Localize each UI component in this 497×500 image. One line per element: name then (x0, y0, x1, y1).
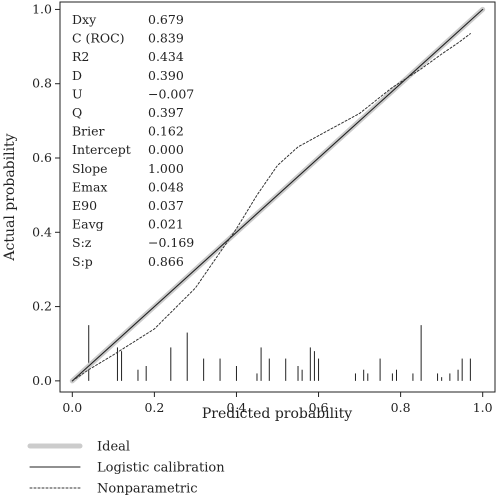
stat-label: Dxy (72, 12, 97, 27)
stat-label: R2 (72, 49, 89, 64)
statistics-table: Dxy 0.679 C (ROC) 0.839 R2 0.434 D 0.390 U −0.007… (72, 12, 194, 269)
stat-value: 0.397 (148, 105, 184, 120)
x-tick-label: 0.2 (144, 400, 164, 415)
x-tick-label: 0.0 (62, 400, 82, 415)
stat-value: 0.679 (148, 12, 184, 27)
y-tick-label: 0.8 (32, 76, 52, 91)
stat-label: Q (72, 105, 82, 120)
stat-value: 1.000 (148, 161, 184, 176)
stat-label: Eavg (72, 217, 104, 232)
stat-value: 0.839 (148, 31, 184, 46)
plot-frame (59, 1, 496, 393)
x-tick-label: 0.8 (391, 400, 411, 415)
data-layer (69, 6, 486, 384)
stat-value: −0.169 (148, 235, 194, 250)
stat-label: C (ROC) (72, 31, 125, 46)
y-tick-label: 0.2 (32, 299, 52, 314)
y-axis-title: Actual probability (2, 133, 18, 261)
stat-label: S:p (72, 254, 93, 269)
stat-value: 0.021 (148, 217, 184, 232)
stat-label: Slope (72, 161, 108, 176)
x-tick-label: 0.4 (227, 400, 247, 415)
stat-value: −0.007 (148, 86, 194, 101)
stat-value: 0.434 (148, 49, 184, 64)
legend-label-ideal: Ideal (97, 440, 130, 455)
stat-label: Brier (72, 124, 105, 139)
stat-label: Intercept (72, 142, 131, 157)
stat-label: S:z (72, 235, 92, 250)
legend-label-logistic: Logistic calibration (97, 461, 225, 476)
legend-label-nonparametric: Nonparametric (97, 482, 198, 497)
series-line-logistic-calibration (71, 8, 484, 382)
y-tick-label: 0.0 (32, 373, 52, 388)
stat-label: U (72, 86, 83, 101)
y-tick-label: 1.0 (32, 1, 52, 16)
y-axis: 0.0 0.2 0.4 0.6 0.8 1.0 (32, 1, 60, 388)
stat-label: Emax (72, 179, 107, 194)
stat-value: 0.162 (148, 124, 184, 139)
stat-label: D (72, 68, 82, 83)
stat-label: E90 (72, 198, 97, 213)
y-tick-label: 0.4 (32, 224, 52, 239)
legend: Ideal Logistic calibration Nonparametric (27, 440, 225, 497)
x-axis-title: Predicted probability (202, 406, 352, 422)
y-tick-label: 0.6 (32, 150, 52, 165)
stat-value: 0.000 (148, 142, 184, 157)
stat-value: 0.390 (148, 68, 184, 83)
x-tick-label: 0.6 (309, 400, 329, 415)
x-tick-label: 1.0 (473, 400, 493, 415)
stat-value: 0.037 (148, 198, 184, 213)
series-line-nonparametric (71, 33, 471, 382)
x-axis: 0.0 0.2 0.4 0.6 0.8 1.0 (62, 392, 493, 415)
stat-value: 0.048 (148, 179, 184, 194)
stat-value: 0.866 (148, 254, 184, 269)
